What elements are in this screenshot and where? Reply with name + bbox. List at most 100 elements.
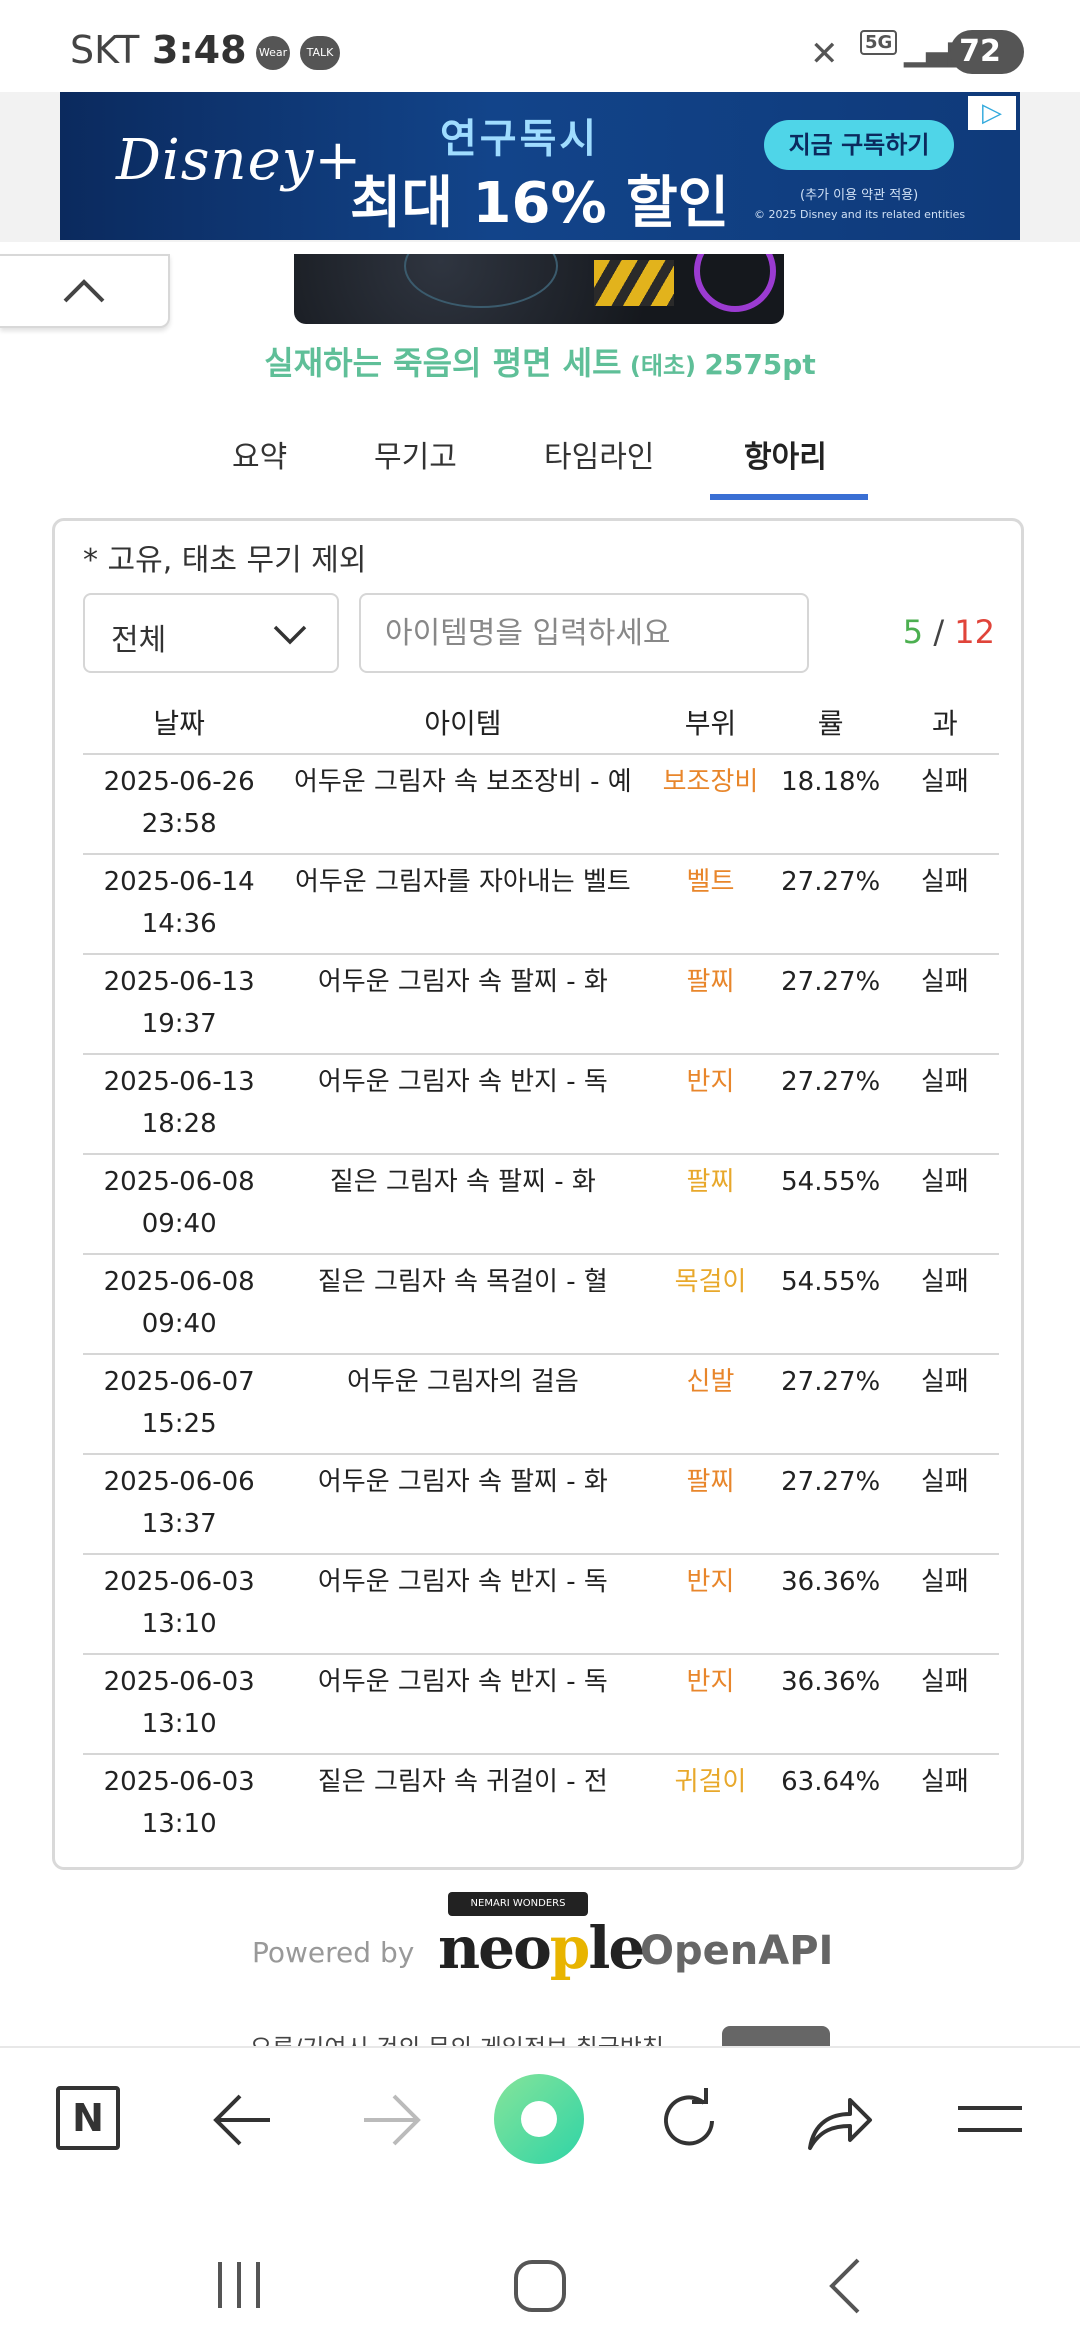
table-header: 날짜 아이템 부위 률 과 xyxy=(83,691,999,755)
status-bar: SKT 3:48 Wear TALK ✕ 5G ▁▃▅ 72 xyxy=(0,0,1080,92)
share-icon[interactable] xyxy=(806,2088,874,2154)
home-icon[interactable] xyxy=(512,2258,568,2314)
footer-button[interactable] xyxy=(722,2026,830,2048)
row-slot: 반지 xyxy=(650,1654,771,1755)
row-item-name: 어두운 그림자의 걸음 xyxy=(275,1354,651,1455)
success-count-value: 5 xyxy=(902,613,924,651)
openapi-label: OpenAPI xyxy=(640,1928,834,1974)
row-rate: 27.27% xyxy=(770,1054,891,1155)
green-dot-icon[interactable] xyxy=(494,2074,584,2164)
slot-filter-select[interactable]: 전체 xyxy=(83,593,339,673)
wear-notification-icon: Wear xyxy=(256,36,290,70)
naver-home-icon[interactable]: N xyxy=(56,2086,120,2150)
row-slot: 반지 xyxy=(650,1554,771,1655)
row-rate: 27.27% xyxy=(770,854,891,955)
total-count-value: 12 xyxy=(954,613,995,651)
row-slot: 보조장비 xyxy=(650,754,771,855)
row-result: 실패 xyxy=(890,1354,999,1455)
set-title: 실재하는 죽음의 평면 세트 (태초) 2575pt xyxy=(0,338,1080,384)
back-arrow-icon[interactable] xyxy=(212,2092,272,2148)
ad-discount: 최대 16% 할인 xyxy=(350,171,730,236)
count-separator: / xyxy=(923,613,955,651)
row-item-name: 어두운 그림자 속 반지 - 독 xyxy=(275,1054,651,1155)
table-row: 2025-06-13 18:28 어두운 그림자 속 반지 - 독 반지 27.27%… xyxy=(83,1054,999,1155)
adchoices-icon[interactable]: ▷ xyxy=(968,96,1016,130)
row-result: 실패 xyxy=(890,1554,999,1655)
set-item-image xyxy=(294,254,784,324)
active-tab-indicator xyxy=(710,494,868,500)
table-row: 2025-06-06 13:37 어두운 그림자 속 팔찌 - 화 팔찌 27.27%… xyxy=(83,1454,999,1555)
row-date: 2025-06-07 15:25 xyxy=(83,1354,276,1455)
forward-arrow-icon[interactable] xyxy=(362,2092,422,2148)
table-row: 2025-06-03 13:10 짙은 그림자 속 귀걸이 - 전 귀걸이 63.64… xyxy=(83,1754,999,1854)
set-name: 실재하는 죽음의 평면 세트 xyxy=(264,344,622,382)
mute-icon: ✕ xyxy=(810,34,839,74)
disney-ad-banner[interactable]: Disney+ 연구독시 최대 16% 할인 지금 구독하기 (추가 이용 약관… xyxy=(60,92,1020,240)
col-rate: 률 xyxy=(770,691,891,755)
row-date: 2025-06-08 09:40 xyxy=(83,1254,276,1355)
row-slot: 벨트 xyxy=(650,854,771,955)
row-slot: 목걸이 xyxy=(650,1254,771,1355)
table-row: 2025-06-14 14:36 어두운 그림자를 자아내는 벨트 벨트 27.27%… xyxy=(83,854,999,955)
chevron-up-icon xyxy=(63,279,105,303)
col-date: 날짜 xyxy=(83,691,276,755)
ad-headline: 연구독시 xyxy=(440,116,600,162)
row-result: 실패 xyxy=(890,1454,999,1555)
tab-timeline[interactable]: 타임라인 xyxy=(544,440,655,475)
table-row: 2025-06-13 19:37 어두운 그림자 속 팔찌 - 화 팔찌 27.27%… xyxy=(83,954,999,1055)
powered-by-neople: Powered by NEMARI WONDERS neople OpenAPI xyxy=(0,1890,1080,2000)
collapse-button[interactable] xyxy=(0,254,170,328)
menu-icon[interactable] xyxy=(956,2102,1024,2136)
jar-history-table: 날짜 아이템 부위 률 과 2025-06-26 23:58 어두운 그림자 속 … xyxy=(83,691,999,1854)
slot-filter-value: 전체 xyxy=(111,623,167,658)
tab-jar[interactable]: 항아리 xyxy=(744,440,827,475)
row-rate: 18.18% xyxy=(770,754,891,855)
clock: 3:48 xyxy=(152,28,247,72)
col-slot: 부위 xyxy=(650,691,771,755)
table-row: 2025-06-03 13:10 어두운 그림자 속 반지 - 독 반지 36.36%… xyxy=(83,1654,999,1755)
battery-level: 72 xyxy=(950,30,1024,74)
powered-by-text: Powered by xyxy=(252,1936,415,1969)
row-rate: 36.36% xyxy=(770,1654,891,1755)
ad-terms: (추가 이용 약관 적용) xyxy=(800,188,919,203)
row-item-name: 짙은 그림자 속 목걸이 - 혈 xyxy=(275,1254,651,1355)
row-result: 실패 xyxy=(890,854,999,955)
col-item: 아이템 xyxy=(275,691,651,755)
tab-summary[interactable]: 요약 xyxy=(232,440,288,475)
row-date: 2025-06-03 13:10 xyxy=(83,1654,276,1755)
tab-bar: 요약 무기고 타임라인 항아리 xyxy=(0,412,1080,502)
neople-badge: NEMARI WONDERS xyxy=(448,1892,588,1916)
row-slot: 팔찌 xyxy=(650,1154,771,1255)
ad-subscribe-button[interactable]: 지금 구독하기 xyxy=(764,120,954,170)
row-rate: 27.27% xyxy=(770,1454,891,1555)
disney-logo: Disney+ xyxy=(116,128,363,193)
browser-toolbar: N xyxy=(0,2046,1080,2238)
row-item-name: 어두운 그림자 속 반지 - 독 xyxy=(275,1554,651,1655)
table-row: 2025-06-07 15:25 어두운 그림자의 걸음 신발 27.27% 실패 xyxy=(83,1354,999,1455)
row-result: 실패 xyxy=(890,1254,999,1355)
network-type: 5G xyxy=(860,30,898,55)
refresh-icon[interactable] xyxy=(656,2088,722,2154)
table-row: 2025-06-03 13:10 어두운 그림자 속 반지 - 독 반지 36.36%… xyxy=(83,1554,999,1655)
row-date: 2025-06-14 14:36 xyxy=(83,854,276,955)
tab-armory[interactable]: 무기고 xyxy=(374,440,457,475)
table-row: 2025-06-08 09:40 짙은 그림자 속 팔찌 - 화 팔찌 54.55% 실… xyxy=(83,1154,999,1255)
row-result: 실패 xyxy=(890,754,999,855)
row-rate: 54.55% xyxy=(770,1254,891,1355)
recents-icon[interactable] xyxy=(214,2260,264,2310)
row-item-name: 어두운 그림자를 자아내는 벨트 xyxy=(275,854,651,955)
set-points: 2575pt xyxy=(704,348,816,381)
chevron-down-icon xyxy=(273,625,307,645)
footer-links: 오류/기여시 건의 문의 게임정보 취급방침 xyxy=(0,2020,1080,2048)
carrier-label: SKT xyxy=(70,28,140,72)
row-rate: 27.27% xyxy=(770,954,891,1055)
row-result: 실패 xyxy=(890,1654,999,1755)
item-search-input[interactable] xyxy=(359,593,809,673)
footer-link-text[interactable]: 오류/기여시 건의 문의 게임정보 취급방침 xyxy=(250,2034,664,2048)
back-icon[interactable] xyxy=(826,2258,862,2314)
row-date: 2025-06-08 09:40 xyxy=(83,1154,276,1255)
row-date: 2025-06-26 23:58 xyxy=(83,754,276,855)
row-date: 2025-06-03 13:10 xyxy=(103,1767,255,1839)
row-date: 2025-06-03 13:10 xyxy=(83,1554,276,1655)
row-result: 실패 xyxy=(890,954,999,1055)
